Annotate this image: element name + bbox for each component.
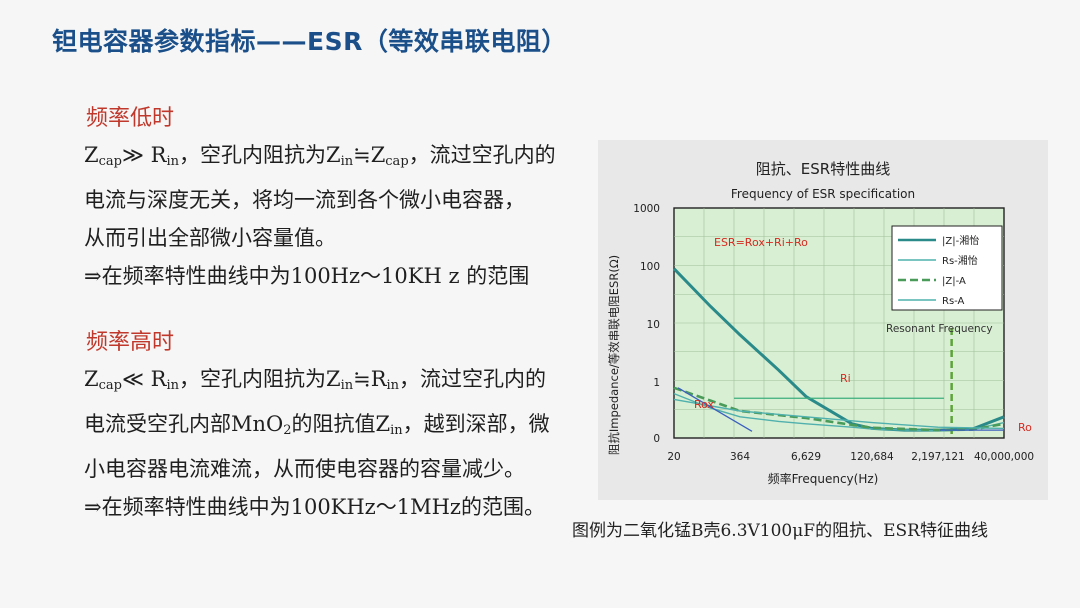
low-frequency-line: ⇒在频率特性曲线中为100Hz～10KH z 的范围 [84,257,556,295]
low-frequency-heading: 频率低时 [86,106,175,131]
text-run: 电流与深度无关，将均一流到各个微小电容器， [84,188,525,212]
high-frequency-line: Zcap≪ Rin，空孔内阻抗为Zin≒Rin，流过空孔内的 [84,360,550,405]
high-frequency-line: ⇒在频率特性曲线中为100KHz～1MHz的范围。 [84,488,550,526]
chart-subtitle: Frequency of ESR specification [731,187,915,201]
text-run: ⇒在频率特性曲线中为100Hz～10KH z 的范围 [84,264,530,288]
figure-caption: 图例为二氧化锰B壳6.3V100μF的阻抗、ESR特征曲线 [572,521,988,541]
y-tick-label: 1 [653,377,660,389]
subscript: in [390,423,403,438]
esr-formula-annotation: ESR=Rox+Ri+Ro [714,236,808,249]
text-run: ≫ R [121,143,167,167]
rox-guide-line [677,387,753,432]
x-tick-label: 364 [730,451,750,463]
high-frequency-line: 小电容器电流难流，从而使电容器的容量减少。 [84,450,550,488]
text-run: ，流过空孔内的 [408,143,556,167]
x-tick-label: 20 [667,451,680,463]
text-run: 从而引出全部微小容量值。 [84,226,336,250]
ri-annotation: Ri [840,372,851,385]
subscript: in [166,378,179,393]
low-frequency-line: 电流与深度无关，将均一流到各个微小电容器， [84,181,556,219]
text-run: ，空孔内阻抗为Z [178,367,341,391]
legend-entry: |Z|-A [942,276,966,287]
low-frequency-line: 从而引出全部微小容量值。 [84,219,556,257]
page-title: 钽电容器参数指标——ESR（等效串联电阻） [52,27,567,56]
y-tick-label: 1000 [633,203,660,215]
low-frequency-line: Zcap≫ Rin，空孔内阻抗为Zin≒Zcap，流过空孔内的 [84,136,556,181]
subscript: cap [98,378,122,393]
ro-annotation: Ro [1018,421,1032,434]
text-run: ≒Z [353,143,386,167]
subscript: cap [98,154,122,169]
text-run: 小电容器电流难流，从而使电容器的容量减少。 [84,457,525,481]
x-tick-label: 40,000,000 [974,451,1034,463]
y-tick-label: 0 [653,433,660,445]
text-run: ，越到深部，微 [402,412,550,436]
legend-entry: Rs-A [942,296,965,307]
series-line-za [673,386,1005,432]
y-tick-label: 10 [647,319,660,331]
high-frequency-heading: 频率高时 [86,330,175,355]
text-run: ≪ R [121,367,167,391]
x-tick-label: 120,684 [850,451,894,463]
text-run: Z [84,143,99,167]
legend-entry: |Z|-湘怡 [942,234,979,247]
x-axis-label: 频率Frequency(Hz) [768,471,879,486]
high-frequency-text: Zcap≪ Rin，空孔内阻抗为Zin≒Rin，流过空孔内的 电流受空孔内部MnO… [84,360,550,526]
subscript: in [386,378,400,393]
legend-entry: Rs-湘怡 [942,254,978,267]
chart-svg: 阻抗、ESR特性曲线 Frequency of ESR specificatio… [607,160,1034,486]
high-frequency-line: 电流受空孔内部MnO2的阻抗值Zin，越到深部，微 [84,405,550,450]
impedance-esr-chart: 阻抗、ESR特性曲线 Frequency of ESR specificatio… [598,140,1048,500]
subscript: cap [385,154,409,169]
y-tick-label: 100 [640,261,660,273]
x-tick-label: 6,629 [791,451,821,463]
text-run: ，流过空孔内的 [399,367,547,391]
text-run: ⇒在频率特性曲线中为100KHz～1MHz的范围。 [84,495,545,519]
x-tick-label: 2,197,121 [911,451,964,463]
text-run: 电流受空孔内部MnO [84,412,284,436]
subscript: in [166,154,179,169]
subscript: in [340,154,354,169]
y-axis-label: 阻抗Impedance/等效串联电阻ESR(Ω) [607,255,621,455]
chart-title: 阻抗、ESR特性曲线 [756,160,890,178]
rox-annotation: Rox [694,398,715,411]
subscript: 2 [283,423,292,438]
text-run: Z [84,367,99,391]
resonant-frequency-annotation: Resonant Frequency [886,323,993,335]
text-run: 的阻抗值Z [291,412,391,436]
text-run: ，空孔内阻抗为Z [178,143,341,167]
text-run: ≒R [353,367,387,391]
low-frequency-text: Zcap≫ Rin，空孔内阻抗为Zin≒Zcap，流过空孔内的 电流与深度无关，将… [84,136,556,295]
series-line-rsa [673,398,1005,430]
subscript: in [340,378,354,393]
